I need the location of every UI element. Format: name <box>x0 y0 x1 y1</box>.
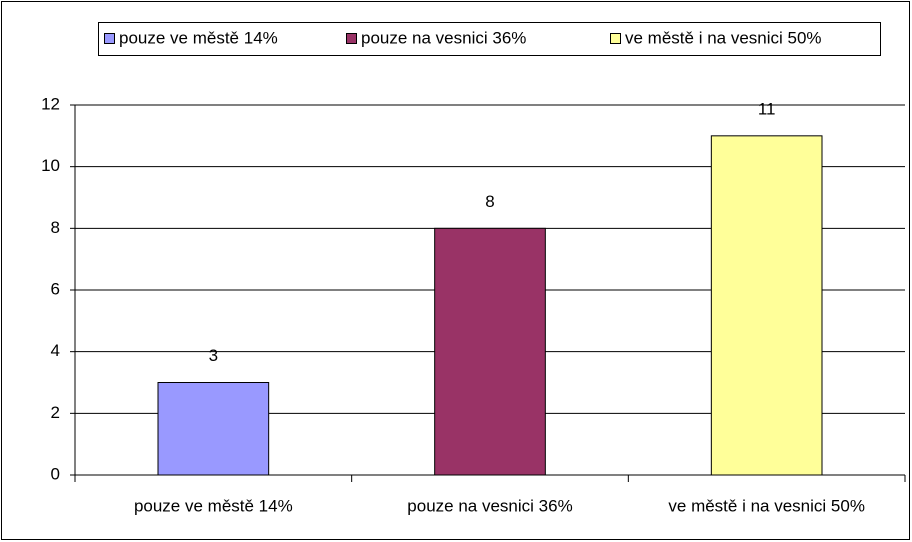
x-tick-label: pouze na vesnici 36% <box>407 496 572 515</box>
bar <box>157 382 270 476</box>
y-tick-label: 4 <box>51 341 60 360</box>
data-label: 3 <box>209 346 218 365</box>
bar <box>710 135 823 476</box>
legend-box <box>98 22 881 56</box>
y-tick-label: 2 <box>51 403 60 422</box>
x-tick-label: pouze ve městě 14% <box>134 496 293 515</box>
data-label: 11 <box>758 99 776 118</box>
data-label: 8 <box>485 192 494 211</box>
legend-label: ve městě i na vesnici 50% <box>625 28 822 47</box>
y-tick-label: 8 <box>51 218 60 237</box>
legend-swatch <box>610 33 621 44</box>
y-tick-label: 10 <box>41 156 60 175</box>
y-tick-label: 0 <box>51 464 60 483</box>
legend-swatch <box>346 33 357 44</box>
legend-swatch <box>104 33 115 44</box>
legend-label: pouze ve městě 14% <box>119 28 278 47</box>
y-tick-label: 6 <box>51 279 60 298</box>
y-tick-label: 12 <box>41 94 60 113</box>
bar <box>434 227 546 476</box>
x-tick-label: ve městě i na vesnici 50% <box>668 496 865 515</box>
legend-label: pouze na vesnici 36% <box>361 28 526 47</box>
